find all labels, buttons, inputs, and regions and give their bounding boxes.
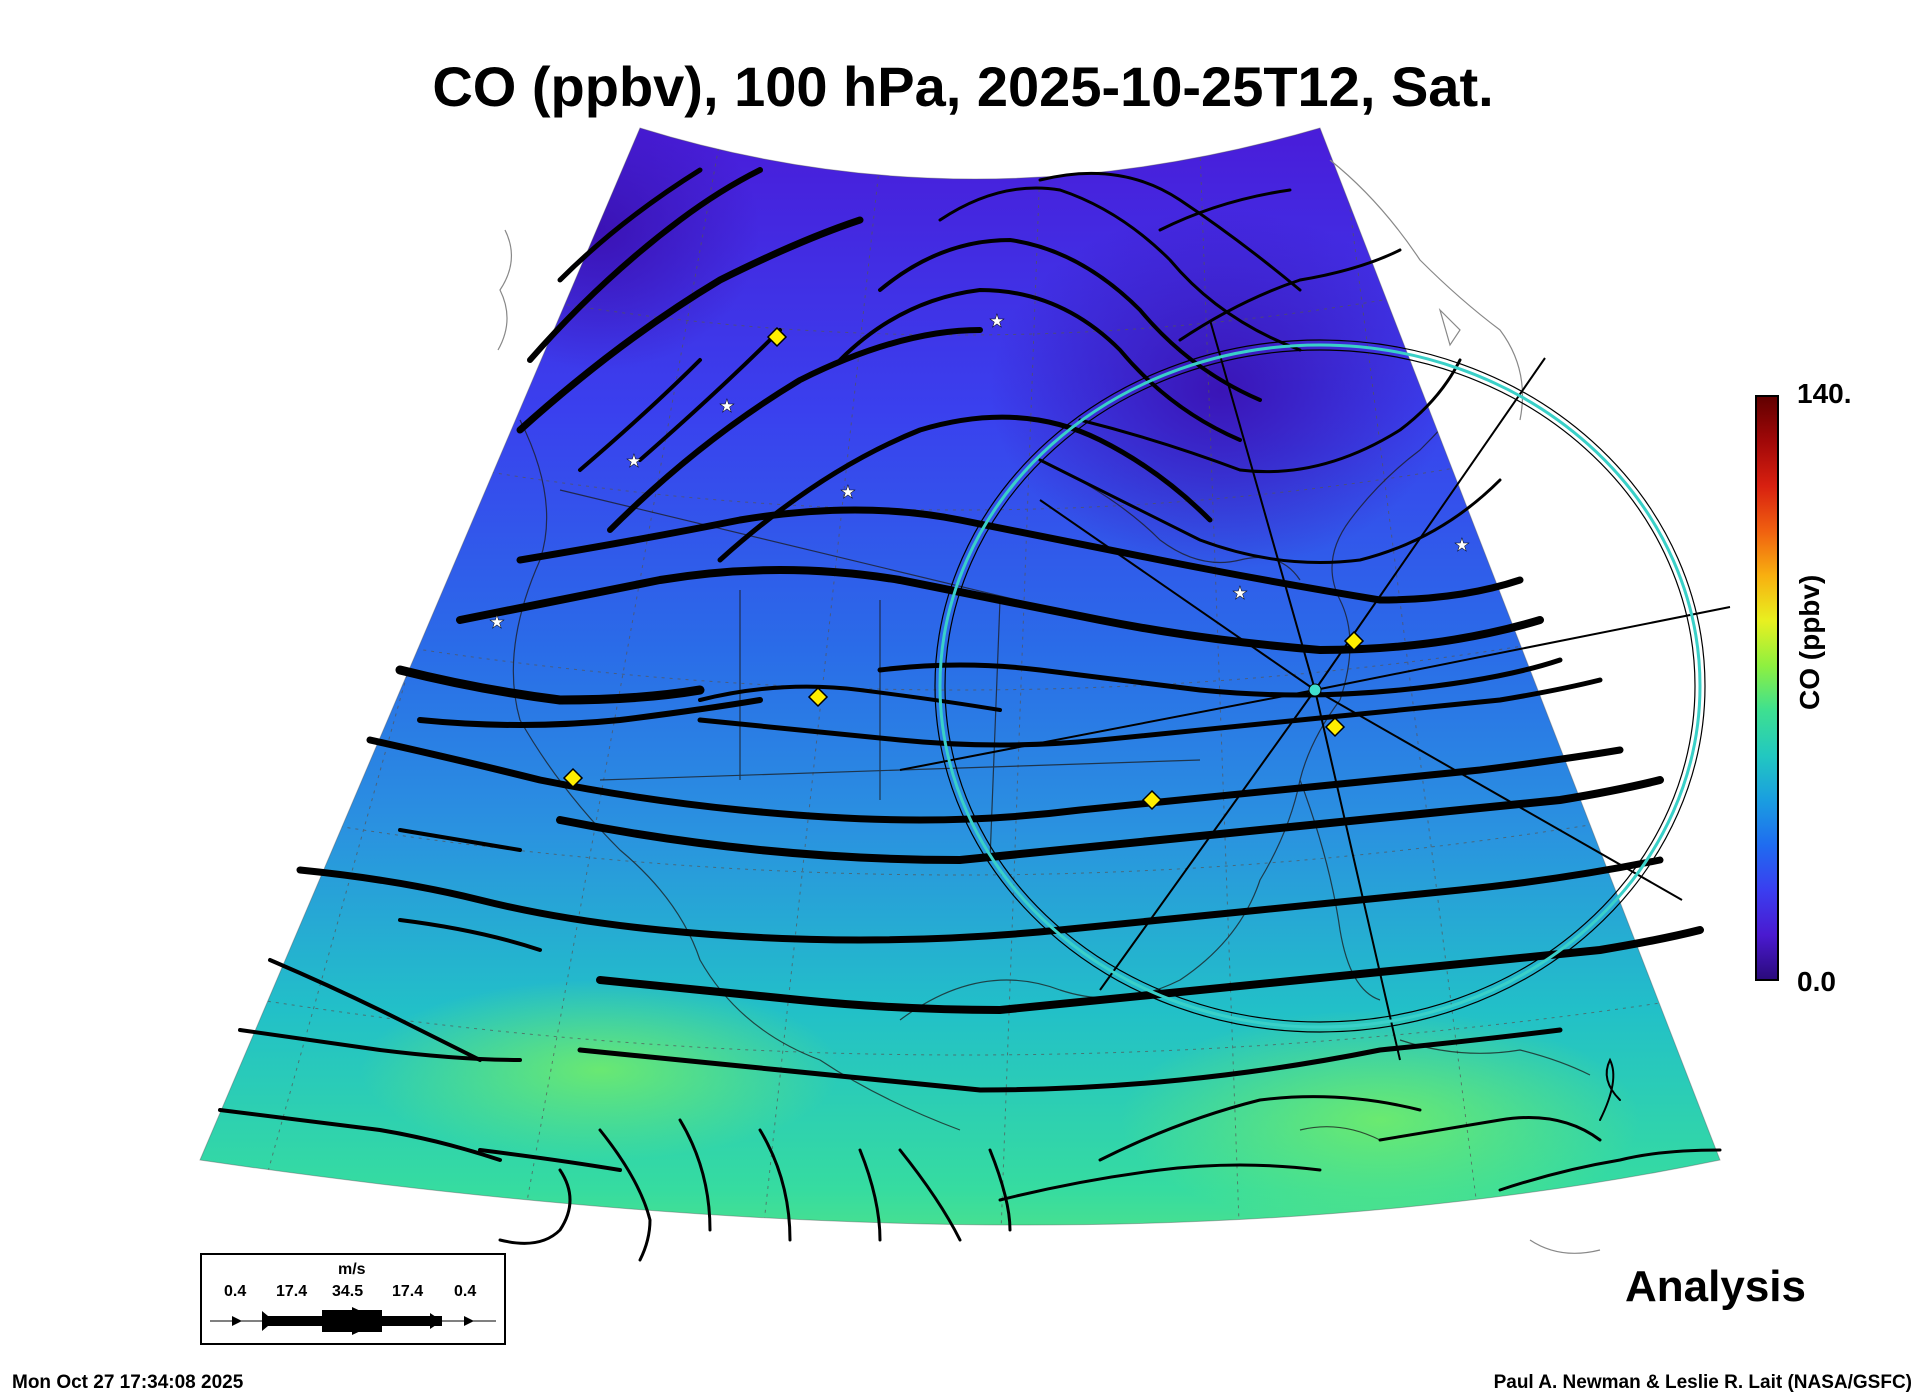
streamline: [858, 1148, 882, 1242]
streamline: [516, 506, 1524, 604]
streamline: [998, 1163, 1322, 1202]
star-markers: ★ ★ ★ ★ ★ ★ ★: [489, 311, 1471, 634]
star-marker: ★: [1454, 535, 1470, 556]
streamline: [577, 1027, 1563, 1093]
streamline: [1599, 1057, 1621, 1121]
legend-unit: m/s: [338, 1261, 366, 1278]
star-marker: ★: [489, 612, 505, 633]
streamline: [596, 926, 1704, 1015]
streamline: [697, 677, 1603, 748]
streamline: [417, 697, 763, 728]
range-circle: [938, 343, 1702, 1029]
streamline: [556, 776, 1664, 865]
streamline: [268, 958, 482, 1062]
station-diamond-marker: [766, 326, 788, 348]
colorbar-min-label: 0.0: [1797, 966, 1836, 997]
credit-text: Paul A. Newman & Leslie R. Lait (NASA/GS…: [1493, 1372, 1912, 1393]
streamline: [395, 665, 705, 705]
streamline: [678, 1118, 712, 1232]
colorbar-max-label: 140.: [1797, 378, 1852, 409]
streamline: [1178, 248, 1402, 342]
streamline: [1078, 358, 1462, 474]
plot-title: CO (ppbv), 100 hPa, 2025-10-25T12, Sat.: [432, 55, 1494, 118]
legend-speed-3: 34.5: [332, 1283, 364, 1300]
streamline: [218, 1108, 502, 1162]
streamline: [398, 828, 522, 852]
streamline: [1158, 188, 1292, 232]
wind-speed-legend: m/s 0.4 17.4 34.5 17.4 0.4: [200, 1253, 506, 1345]
center-marker: [1308, 683, 1322, 697]
streamline: [527, 167, 763, 363]
station-diamond-marker: [1324, 716, 1346, 738]
streamline: [598, 1128, 652, 1262]
streamline: [557, 167, 703, 283]
legend-speed-4: 17.4: [392, 1283, 424, 1300]
streamline: [938, 186, 1302, 352]
wind-streamlines: [218, 167, 1722, 1262]
streamline: [398, 918, 542, 952]
streamline: [988, 1148, 1012, 1232]
star-marker: ★: [840, 482, 856, 503]
streamline: [1498, 1148, 1722, 1192]
range-circle-inner: [944, 349, 1696, 1023]
streamline: [366, 736, 1624, 824]
legend-speed-1: 0.4: [224, 1283, 247, 1300]
streamline: [1098, 1095, 1422, 1162]
map-boundary: [199, 127, 1721, 1226]
streamline: [898, 1148, 962, 1242]
station-diamond-marker: [1343, 630, 1365, 652]
streamline: [1038, 458, 1502, 564]
station-diamond-marker: [807, 686, 829, 708]
analysis-label: Analysis: [1625, 1262, 1806, 1311]
streamline: [478, 1148, 622, 1172]
timestamp: Mon Oct 27 17:34:08 2025: [12, 1372, 244, 1393]
colorbar: [1755, 395, 1779, 981]
streamline: [516, 216, 864, 434]
streamline: [578, 358, 702, 472]
trajectory-lines: [899, 319, 1731, 1061]
star-marker: ★: [989, 311, 1005, 332]
streamline: [638, 328, 782, 462]
streamline: [238, 1028, 522, 1062]
legend-arrows: [210, 1307, 496, 1335]
streamline: [1038, 171, 1302, 292]
streamline: [758, 1128, 792, 1242]
streamline: [698, 684, 1002, 712]
range-circle-outer: [934, 339, 1706, 1033]
colorbar-title: CO (ppbv): [1794, 574, 1825, 710]
streamline: [838, 287, 1242, 442]
streamline: [717, 414, 1213, 563]
star-marker: ★: [626, 451, 642, 472]
legend-speed-2: 17.4: [276, 1283, 308, 1300]
station-diamond-marker: [562, 767, 584, 789]
streamline: [877, 657, 1563, 698]
station-diamond-marker: [1141, 789, 1163, 811]
diamond-markers: [562, 326, 1365, 811]
star-marker: ★: [719, 396, 735, 417]
streamline: [1378, 1116, 1602, 1142]
streamline: [456, 566, 1544, 655]
streamline: [498, 1168, 572, 1245]
star-marker: ★: [1232, 583, 1248, 604]
streamline: [296, 856, 1664, 944]
outer-coastlines: [497, 159, 1601, 1254]
legend-speed-5: 0.4: [454, 1283, 477, 1300]
streamline: [607, 327, 983, 533]
